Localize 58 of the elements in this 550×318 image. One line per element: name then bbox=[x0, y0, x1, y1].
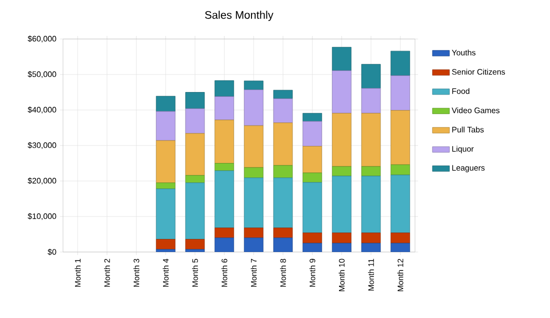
bar bbox=[361, 166, 381, 176]
bar bbox=[332, 70, 352, 114]
bar bbox=[361, 112, 381, 167]
bar bbox=[273, 90, 293, 99]
bar bbox=[390, 110, 410, 165]
bar bbox=[214, 228, 234, 238]
bar bbox=[156, 239, 176, 250]
bar bbox=[361, 232, 381, 244]
bar bbox=[361, 176, 381, 234]
bar bbox=[302, 146, 322, 174]
bar bbox=[390, 174, 410, 234]
bar bbox=[332, 176, 352, 234]
bar bbox=[156, 111, 176, 141]
bar bbox=[214, 170, 234, 228]
bar bbox=[332, 166, 352, 176]
bar bbox=[273, 98, 293, 123]
bar bbox=[214, 120, 234, 164]
bar bbox=[156, 182, 176, 190]
bar bbox=[244, 228, 264, 238]
bar bbox=[390, 164, 410, 176]
bar bbox=[390, 232, 410, 244]
bar bbox=[361, 64, 381, 89]
bar bbox=[156, 96, 176, 112]
bar bbox=[273, 228, 293, 238]
bar bbox=[214, 238, 234, 252]
bar bbox=[332, 232, 352, 244]
bar bbox=[244, 90, 264, 126]
bar bbox=[214, 96, 234, 120]
bar bbox=[185, 175, 205, 183]
bar bbox=[244, 178, 264, 228]
chart-title: Sales Monthly bbox=[205, 10, 274, 21]
bar bbox=[185, 92, 205, 109]
bar bbox=[156, 188, 176, 240]
bar bbox=[332, 46, 352, 71]
bar bbox=[185, 108, 205, 134]
bar bbox=[273, 122, 293, 166]
bar bbox=[302, 172, 322, 183]
bar bbox=[390, 50, 410, 76]
bar bbox=[214, 163, 234, 171]
bar bbox=[185, 182, 205, 240]
bar bbox=[390, 75, 410, 111]
bar bbox=[156, 140, 176, 183]
bar bbox=[302, 121, 322, 146]
bar bbox=[273, 165, 293, 178]
bar bbox=[214, 80, 234, 97]
bar bbox=[361, 88, 381, 114]
bar bbox=[302, 182, 322, 234]
bar bbox=[273, 178, 293, 228]
bar bbox=[302, 112, 322, 122]
bar bbox=[332, 112, 352, 167]
bar bbox=[185, 239, 205, 250]
bar bbox=[244, 167, 264, 178]
bar bbox=[244, 125, 264, 168]
bar bbox=[273, 238, 293, 252]
bar bbox=[244, 238, 264, 252]
bar bbox=[244, 80, 264, 90]
bar bbox=[302, 232, 322, 244]
bar bbox=[185, 133, 205, 176]
